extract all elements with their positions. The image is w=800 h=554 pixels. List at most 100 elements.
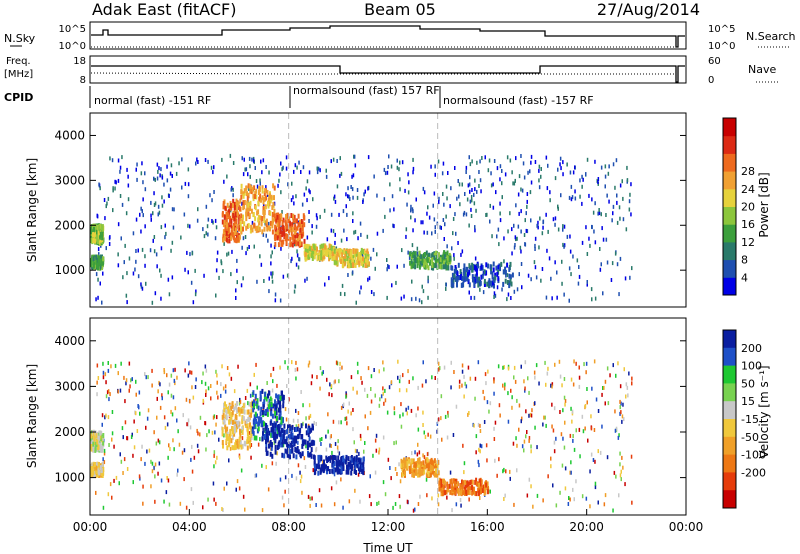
data-cell bbox=[222, 237, 225, 243]
data-cell bbox=[474, 225, 476, 230]
data-cell bbox=[518, 211, 520, 216]
data-cell bbox=[263, 218, 266, 223]
data-cell bbox=[246, 445, 249, 451]
data-cell bbox=[538, 185, 541, 190]
data-cell bbox=[278, 424, 281, 430]
data-cell bbox=[308, 428, 311, 434]
data-cell bbox=[236, 420, 238, 426]
data-cell bbox=[351, 258, 354, 264]
data-cell bbox=[356, 390, 358, 395]
data-cell bbox=[254, 393, 257, 399]
data-cell bbox=[626, 385, 629, 390]
data-cell bbox=[364, 441, 366, 445]
data-cell bbox=[258, 196, 261, 202]
data-cell bbox=[475, 208, 477, 213]
data-cell bbox=[271, 279, 274, 284]
data-cell bbox=[629, 275, 631, 280]
data-cell bbox=[358, 451, 360, 456]
data-cell bbox=[224, 424, 227, 430]
data-cell bbox=[273, 435, 276, 441]
data-cell bbox=[271, 215, 274, 221]
data-cell bbox=[222, 508, 224, 512]
data-cell bbox=[283, 429, 286, 435]
data-cell bbox=[628, 371, 630, 376]
data-cell bbox=[265, 425, 268, 431]
data-cell bbox=[481, 265, 484, 271]
data-cell bbox=[139, 411, 141, 416]
data-cell bbox=[297, 265, 300, 270]
data-cell bbox=[144, 254, 146, 259]
data-cell bbox=[169, 171, 172, 176]
data-cell bbox=[267, 393, 269, 399]
data-cell bbox=[570, 470, 572, 475]
data-cell bbox=[289, 448, 292, 454]
data-cell bbox=[328, 392, 330, 397]
data-cell bbox=[265, 233, 267, 238]
data-cell bbox=[378, 369, 380, 374]
data-cell bbox=[438, 200, 440, 205]
data-cell bbox=[114, 186, 116, 191]
data-cell bbox=[144, 224, 146, 229]
data-cell bbox=[331, 468, 334, 474]
data-cell bbox=[210, 396, 212, 401]
data-cell bbox=[412, 508, 415, 513]
data-cell bbox=[309, 190, 311, 195]
data-cell bbox=[269, 220, 272, 226]
data-cell bbox=[464, 192, 466, 196]
data-cell bbox=[353, 248, 356, 254]
data-cell bbox=[510, 281, 513, 287]
data-cell bbox=[170, 163, 173, 168]
data-cell bbox=[254, 205, 257, 211]
data-cell bbox=[223, 407, 226, 413]
data-cell bbox=[343, 458, 346, 464]
data-cell bbox=[355, 300, 357, 305]
data-cell bbox=[98, 255, 101, 261]
data-cell bbox=[270, 271, 272, 276]
data-cell bbox=[614, 428, 617, 433]
data-cell bbox=[394, 502, 397, 506]
data-cell bbox=[142, 501, 144, 506]
data-cell bbox=[265, 222, 268, 228]
data-cell bbox=[574, 165, 576, 170]
data-cell bbox=[94, 446, 97, 452]
data-cell bbox=[167, 478, 170, 483]
data-cell bbox=[429, 459, 432, 465]
data-cell bbox=[367, 186, 369, 191]
data-cell bbox=[124, 243, 126, 248]
data-cell bbox=[338, 212, 340, 217]
data-cell bbox=[203, 273, 205, 278]
data-cell bbox=[369, 410, 372, 415]
data-cell bbox=[245, 212, 248, 218]
data-cell bbox=[120, 459, 123, 464]
data-cell bbox=[266, 401, 269, 406]
data-cell bbox=[414, 450, 416, 455]
data-cell bbox=[239, 216, 242, 221]
data-cell bbox=[281, 452, 284, 458]
data-cell bbox=[206, 433, 208, 438]
data-cell bbox=[260, 406, 263, 412]
data-cell bbox=[335, 255, 338, 261]
data-cell bbox=[354, 254, 357, 260]
data-cell bbox=[185, 505, 188, 510]
data-cell bbox=[521, 285, 523, 290]
data-cell bbox=[613, 470, 616, 475]
freq-frame bbox=[89, 55, 687, 84]
data-cell bbox=[134, 410, 136, 415]
data-cell bbox=[153, 191, 155, 196]
data-cell bbox=[493, 437, 496, 441]
data-cell bbox=[386, 410, 389, 415]
data-cell bbox=[524, 242, 527, 247]
data-cell bbox=[396, 158, 398, 163]
data-cell bbox=[358, 458, 361, 464]
data-cell bbox=[129, 384, 131, 389]
data-cell bbox=[224, 389, 227, 394]
data-cell bbox=[322, 370, 324, 375]
data-cell bbox=[401, 248, 403, 253]
data-cell bbox=[353, 468, 356, 474]
data-cell bbox=[302, 421, 304, 426]
data-cell bbox=[141, 444, 143, 449]
data-cell bbox=[247, 416, 250, 422]
data-cell bbox=[92, 263, 95, 269]
data-cell bbox=[253, 424, 256, 430]
